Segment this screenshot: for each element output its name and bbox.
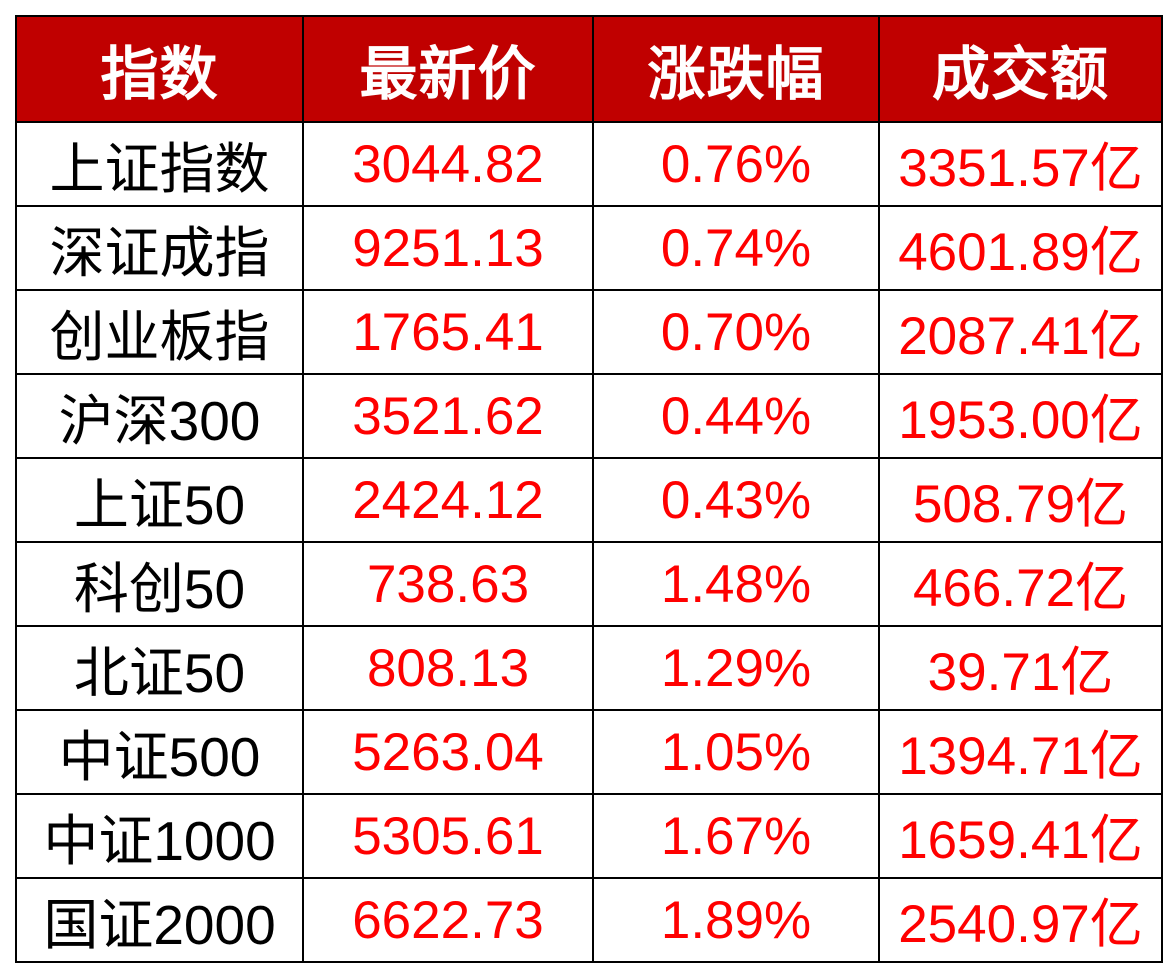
price-cell: 9251.13 [302, 205, 594, 291]
table-header-row: 指数 最新价 涨跌幅 成交额 [15, 15, 1163, 123]
price-cell: 808.13 [302, 625, 594, 711]
price-cell: 3521.62 [302, 373, 594, 459]
table-row: 上证50 2424.12 0.43% 508.79亿 [15, 457, 1163, 543]
change-cell: 0.44% [592, 373, 880, 459]
table-row: 深证成指 9251.13 0.74% 4601.89亿 [15, 205, 1163, 291]
column-header-turnover: 成交额 [878, 15, 1163, 123]
turnover-cell: 1394.71亿 [878, 709, 1163, 795]
turnover-cell: 1953.00亿 [878, 373, 1163, 459]
price-cell: 3044.82 [302, 121, 594, 207]
table-row: 国证2000 6622.73 1.89% 2540.97亿 [15, 877, 1163, 963]
turnover-cell: 2540.97亿 [878, 877, 1163, 963]
index-name-cell: 中证500 [15, 709, 304, 795]
column-header-index-name: 指数 [15, 15, 304, 123]
index-name-cell: 深证成指 [15, 205, 304, 291]
index-name-cell: 创业板指 [15, 289, 304, 375]
change-cell: 1.05% [592, 709, 880, 795]
turnover-cell: 4601.89亿 [878, 205, 1163, 291]
index-name-cell: 上证50 [15, 457, 304, 543]
change-cell: 0.70% [592, 289, 880, 375]
index-quotes-table: 指数 最新价 涨跌幅 成交额 上证指数 3044.82 0.76% 3351.5… [15, 15, 1163, 963]
table-row: 科创50 738.63 1.48% 466.72亿 [15, 541, 1163, 627]
change-cell: 1.67% [592, 793, 880, 879]
price-cell: 5305.61 [302, 793, 594, 879]
table-row: 上证指数 3044.82 0.76% 3351.57亿 [15, 121, 1163, 207]
turnover-cell: 2087.41亿 [878, 289, 1163, 375]
index-name-cell: 沪深300 [15, 373, 304, 459]
change-cell: 1.89% [592, 877, 880, 963]
index-name-cell: 上证指数 [15, 121, 304, 207]
index-name-cell: 国证2000 [15, 877, 304, 963]
index-name-cell: 科创50 [15, 541, 304, 627]
table-row: 中证1000 5305.61 1.67% 1659.41亿 [15, 793, 1163, 879]
price-cell: 1765.41 [302, 289, 594, 375]
turnover-cell: 1659.41亿 [878, 793, 1163, 879]
change-cell: 0.43% [592, 457, 880, 543]
turnover-cell: 39.71亿 [878, 625, 1163, 711]
price-cell: 6622.73 [302, 877, 594, 963]
price-cell: 2424.12 [302, 457, 594, 543]
table-row: 北证50 808.13 1.29% 39.71亿 [15, 625, 1163, 711]
table-row: 沪深300 3521.62 0.44% 1953.00亿 [15, 373, 1163, 459]
column-header-change-percent: 涨跌幅 [592, 15, 880, 123]
change-cell: 1.48% [592, 541, 880, 627]
index-name-cell: 北证50 [15, 625, 304, 711]
turnover-cell: 508.79亿 [878, 457, 1163, 543]
table-row: 创业板指 1765.41 0.70% 2087.41亿 [15, 289, 1163, 375]
change-cell: 1.29% [592, 625, 880, 711]
turnover-cell: 3351.57亿 [878, 121, 1163, 207]
index-name-cell: 中证1000 [15, 793, 304, 879]
table-row: 中证500 5263.04 1.05% 1394.71亿 [15, 709, 1163, 795]
column-header-latest-price: 最新价 [302, 15, 594, 123]
change-cell: 0.76% [592, 121, 880, 207]
change-cell: 0.74% [592, 205, 880, 291]
price-cell: 738.63 [302, 541, 594, 627]
price-cell: 5263.04 [302, 709, 594, 795]
turnover-cell: 466.72亿 [878, 541, 1163, 627]
